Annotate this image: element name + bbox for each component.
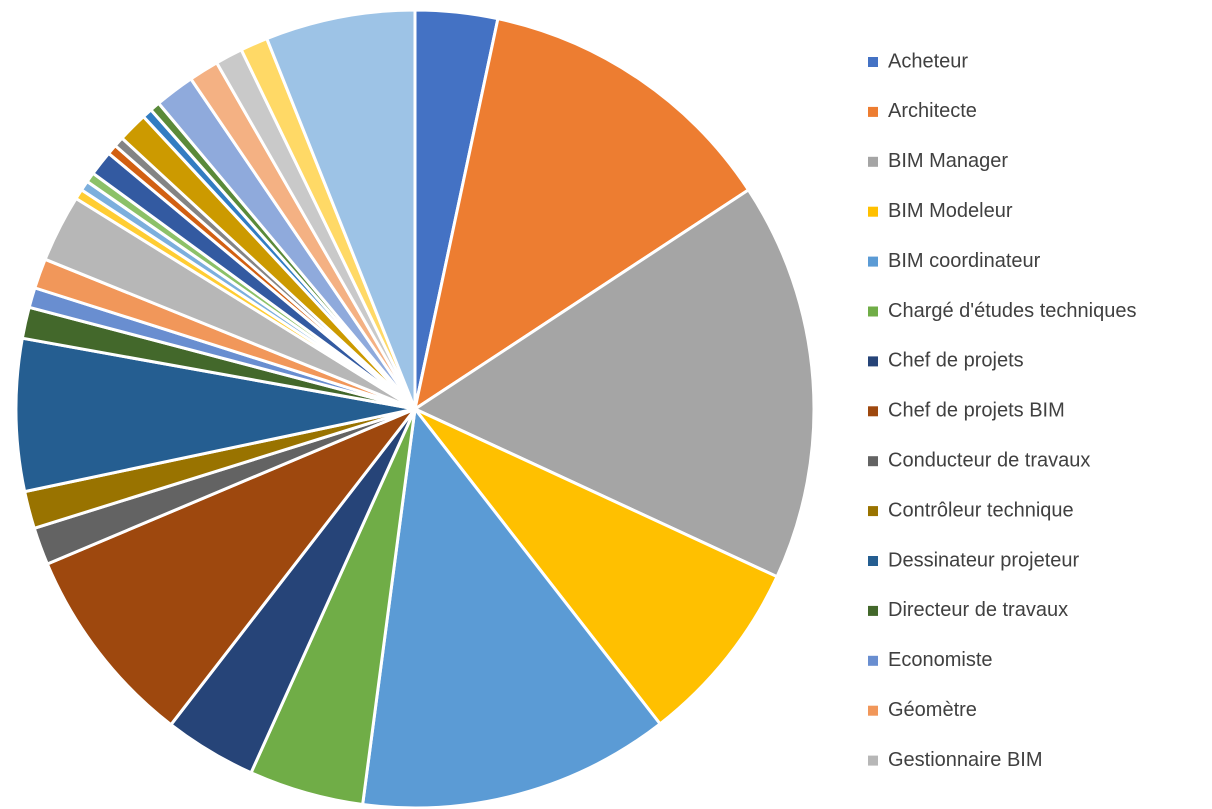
legend-label: Architecte <box>888 100 977 122</box>
legend-swatch <box>868 206 878 217</box>
legend-swatch <box>868 406 878 417</box>
legend-swatch <box>868 655 878 666</box>
legend-label: Directeur de travaux <box>888 599 1068 621</box>
legend-label: Acheteur <box>888 50 968 72</box>
pie-slice <box>361 407 662 809</box>
legend-swatch <box>868 456 878 467</box>
legend-label: Conducteur de travaux <box>888 449 1090 471</box>
legend-swatch <box>868 356 878 367</box>
legend-swatch <box>868 306 878 317</box>
legend-swatch <box>868 106 878 117</box>
pie-slice <box>45 407 417 727</box>
legend-swatch <box>868 256 878 267</box>
legend-label: BIM Modeleur <box>888 200 1013 222</box>
legend-swatch <box>868 156 878 167</box>
legend-label: Chargé d'études techniques <box>888 300 1136 322</box>
legend-swatch <box>868 506 878 517</box>
legend-label: BIM Manager <box>888 150 1008 172</box>
legend-label: Dessinateur projeteur <box>888 549 1080 571</box>
legend-swatch <box>868 57 878 67</box>
legend-label: Economiste <box>888 649 993 671</box>
legend-swatch <box>868 755 878 766</box>
legend-swatch <box>868 605 878 616</box>
legend-label: Contrôleur technique <box>888 499 1074 521</box>
legend-label: Chef de projets <box>888 350 1024 372</box>
legend-swatch <box>868 556 878 566</box>
pie-slice <box>14 336 417 494</box>
legend-label: Géomètre <box>888 699 977 721</box>
legend-label: Gestionnaire BIM <box>888 749 1043 771</box>
legend-label: Chef de projets BIM <box>888 400 1065 422</box>
pie-slice <box>413 188 816 579</box>
legend-swatch <box>868 705 878 716</box>
legend-label: BIM coordinateur <box>888 250 1041 272</box>
pie-slice <box>265 8 417 411</box>
pie-slice <box>413 17 750 411</box>
pie-slice <box>413 407 779 726</box>
